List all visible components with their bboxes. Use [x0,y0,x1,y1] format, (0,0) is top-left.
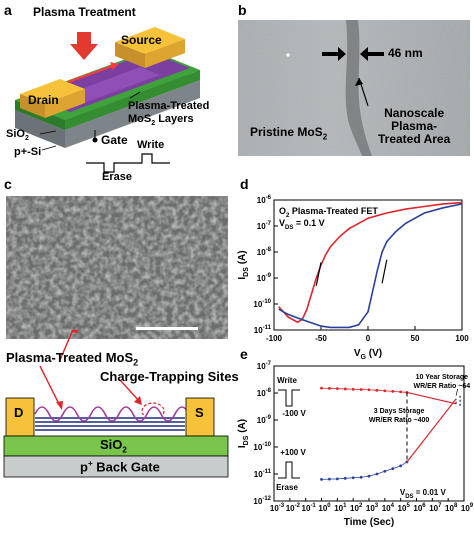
storage-10yr-line2: WR/ER Ratio ~64 [414,383,471,390]
sio2-label: SiO2 [6,128,29,143]
write-inset-label: Write [277,376,297,385]
p-si-label: p+-Si [14,146,42,158]
x-tick-label: 102 [350,503,363,513]
drain-label: Drain [28,93,59,107]
x-tick-label: 104 [382,503,395,513]
y-tick-label: 10-11 [254,469,272,479]
storage-3day-line1: 3 Days Storage [374,408,425,415]
x-tick-label: 103 [366,503,379,513]
write-inset-voltage: -100 V [282,409,306,418]
x-tick-label: 0 [366,334,371,343]
plasma-treatment-label: Plasma Treatment [33,5,136,19]
erase-inset-voltage: +100 V [280,448,306,457]
panel-letter-a: a [4,2,12,18]
storage-10yr-line1: 10 Year Storage [416,374,469,381]
pristine-mos2-label: Pristine MoS2 [250,125,328,142]
back-gate-label: p+ Back Gate [80,459,160,475]
y-tick-label: 10-7 [257,361,272,371]
x-tick-label: 109 [461,503,474,513]
x-tick-label: 105 [398,503,411,513]
panel-letter-d: d [240,176,249,192]
panel-b-arrows [322,47,384,107]
sem-grain-texture [6,196,228,339]
ids-label: IDS [88,56,101,71]
nanoscale-plasma-label: Nanoscale Plasma- Treated Area [378,106,451,146]
panel-d-transfer-chart: -100 -50 0 50 100 10-11 10-10 10-9 10-8 10-7 10-6 V… [237,195,469,361]
series-line-1 [278,203,463,329]
y-tick-label: 10-9 [257,273,272,283]
chart-d-vds: VDS = 0.1 V [279,218,325,231]
x-tick-label: 10-2 [286,503,301,513]
erase-point-line [321,461,408,480]
y-tick-label: 10-8 [257,388,272,398]
panel-a-device-diagram [15,27,200,173]
x-tick-label: 101 [334,503,347,513]
y-axis-title: IDS (A) [237,419,250,448]
series-line-0 [278,201,463,324]
source-label: Source [121,33,162,47]
s-contact-label: S [195,405,204,420]
x-tick-label: 107 [429,503,442,513]
chart-e-vds: VDS = 0.01 V [400,488,447,500]
y-tick-label: 10-9 [257,415,272,425]
panel-letter-b: b [238,2,247,18]
width-46nm-label: 46 nm [388,46,423,60]
sweep-arrow-down [381,259,388,284]
erase-pulse [278,461,300,479]
y-tick-label: 10-11 [254,325,272,335]
y-tick-label: 10-8 [257,247,272,257]
panel-c-arrows [39,330,165,420]
x-tick-label: 100 [455,334,469,343]
write-extrapolation [406,391,457,405]
erase-inset-label: Erase [276,483,298,492]
x-axis-title: Time (Sec) [344,517,394,528]
charge-trapping-sites-label: Charge-Trapping Sites [100,369,239,384]
chart-d-title: O2 Plasma-Treated FET [279,206,378,219]
panel-e-retention-chart: 10-3 10-2 10-1 100 101 102 103 104 105 106 107 108 1… [237,361,474,528]
y-tick-label: 10-10 [253,442,271,452]
panel-c-device-stack [3,397,229,478]
write-point-line [321,387,408,393]
sweep-arrow-up [315,262,322,286]
storage-10yr-leader [455,388,459,396]
panel-b-sem-image [238,20,470,156]
sio2-c-label: SiO2 [100,437,127,455]
panel-c-sem-image [6,196,228,339]
d-contact-label: D [14,405,24,420]
x-tick-label: -100 [266,334,283,343]
y-tick-label: 10-12 [253,496,271,506]
y-tick-label: 10-7 [257,221,272,231]
x-tick-label: 108 [445,503,458,513]
gate-label: Gate [101,133,128,147]
x-tick-label: 10-3 [270,503,285,513]
panel-letter-e: e [240,346,248,362]
write-label: Write [137,139,165,151]
y-axis-title: IDS (A) [237,250,250,279]
x-tick-label: 100 [318,503,331,513]
plasma-treated-mos2-label: Plasma-Treated MoS2 Layers [128,100,210,128]
erase-extrapolation [406,398,457,463]
y-tick-label: 10-6 [257,195,272,205]
x-tick-label: 50 [411,334,420,343]
x-tick-label: 106 [413,503,426,513]
x-tick-label: 10-1 [302,503,317,513]
write-pulse [278,389,300,407]
erase-label: Erase [102,171,132,183]
x-axis-title: VG (V) [354,348,382,361]
x-tick-label: -50 [315,334,327,343]
storage-3day-line2: WR/ER Ratio ~400 [369,417,430,424]
panel-letter-c: c [4,176,12,192]
sem-texture [238,20,470,156]
y-tick-label: 10-10 [253,299,271,309]
plasma-treated-mos2-c-label: Plasma-Treated MoS2 [6,350,139,368]
